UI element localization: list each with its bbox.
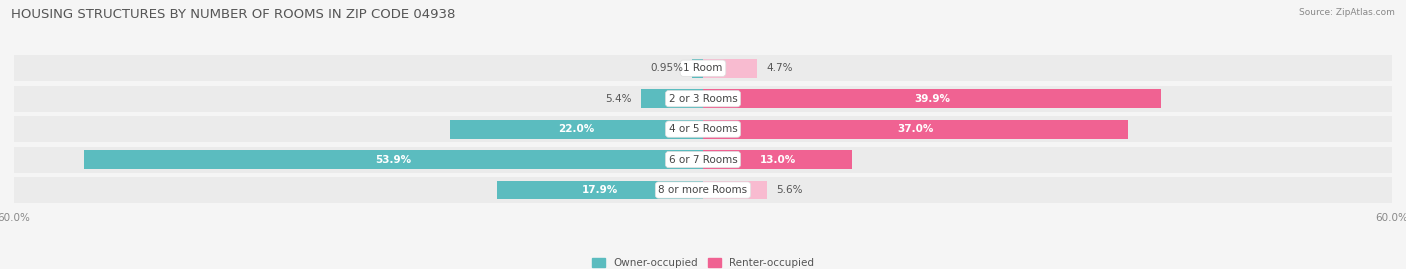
Text: 39.9%: 39.9% xyxy=(914,94,950,104)
Bar xyxy=(703,150,852,169)
Text: 4 or 5 Rooms: 4 or 5 Rooms xyxy=(669,124,737,134)
Bar xyxy=(84,150,703,169)
Bar xyxy=(498,180,703,200)
Bar xyxy=(703,120,1128,139)
Bar xyxy=(703,180,768,200)
Text: 37.0%: 37.0% xyxy=(897,124,934,134)
Text: 5.4%: 5.4% xyxy=(606,94,631,104)
Text: 6 or 7 Rooms: 6 or 7 Rooms xyxy=(669,155,737,165)
Text: 8 or more Rooms: 8 or more Rooms xyxy=(658,185,748,195)
Bar xyxy=(14,116,1392,142)
Text: 22.0%: 22.0% xyxy=(558,124,595,134)
Text: 4.7%: 4.7% xyxy=(766,63,793,73)
Text: Source: ZipAtlas.com: Source: ZipAtlas.com xyxy=(1299,8,1395,17)
Text: 13.0%: 13.0% xyxy=(759,155,796,165)
Bar xyxy=(14,177,1392,203)
Text: 5.6%: 5.6% xyxy=(776,185,803,195)
Bar xyxy=(692,59,703,78)
Bar xyxy=(14,55,1392,81)
Text: 17.9%: 17.9% xyxy=(582,185,619,195)
Bar xyxy=(450,120,703,139)
Bar xyxy=(703,59,756,78)
Text: 2 or 3 Rooms: 2 or 3 Rooms xyxy=(669,94,737,104)
Bar xyxy=(14,86,1392,112)
Legend: Owner-occupied, Renter-occupied: Owner-occupied, Renter-occupied xyxy=(588,254,818,269)
Text: 1 Room: 1 Room xyxy=(683,63,723,73)
Bar xyxy=(703,89,1161,108)
Text: 53.9%: 53.9% xyxy=(375,155,412,165)
Text: 0.95%: 0.95% xyxy=(650,63,683,73)
Bar xyxy=(14,147,1392,172)
Bar xyxy=(641,89,703,108)
Text: HOUSING STRUCTURES BY NUMBER OF ROOMS IN ZIP CODE 04938: HOUSING STRUCTURES BY NUMBER OF ROOMS IN… xyxy=(11,8,456,21)
